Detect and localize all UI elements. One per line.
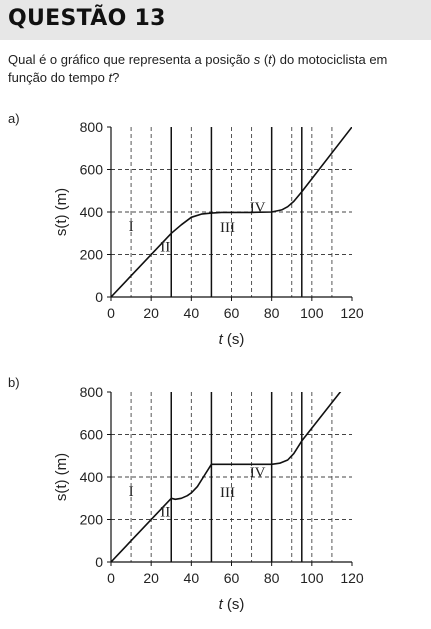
region-label: III — [220, 485, 235, 501]
x-tick-label: 100 — [300, 570, 324, 586]
option-b-chart[interactable]: 0 200 400 600 800 0 20 40 60 80 100 120 t (s) s(t) (m… — [0, 380, 431, 615]
question-text: Qual é o gráfico que representa a posiçã… — [8, 51, 428, 87]
region-label: II — [160, 504, 170, 520]
x-tick-label: 20 — [143, 570, 159, 586]
y-tick-label: 400 — [80, 469, 104, 485]
y-tick-label: 800 — [80, 384, 104, 400]
question-text-part: Qual é o gráfico que representa a posiçã… — [8, 52, 254, 67]
x-tick-label: 60 — [224, 305, 240, 321]
x-axis-label: t (s) — [219, 596, 245, 613]
x-tick-label: 40 — [184, 570, 200, 586]
x-tick-label: 0 — [107, 305, 115, 321]
y-axis-label: s(t) (m) — [53, 188, 70, 236]
region-label: IV — [250, 465, 266, 481]
x-tick-label: 120 — [340, 305, 364, 321]
option-a-chart[interactable]: 0 200 400 600 800 0 20 40 60 80 100 120 t (s) s(t) (m… — [0, 115, 431, 350]
y-tick-label: 0 — [95, 554, 103, 570]
x-tick-label: 20 — [143, 305, 159, 321]
position-curve — [111, 127, 352, 297]
question-text-part: ) do motociclista em função do tempo — [8, 52, 388, 85]
y-tick-label: 800 — [80, 119, 104, 135]
question-title: QUESTÃO 13 — [8, 6, 166, 31]
region-label: I — [129, 484, 134, 500]
y-axis-label: s(t) (m) — [53, 453, 70, 501]
y-tick-label: 200 — [80, 512, 104, 528]
region-label: III — [220, 220, 235, 236]
y-tick-label: 0 — [95, 289, 103, 305]
option-b-label[interactable]: b) — [8, 375, 20, 390]
x-tick-label: 100 — [300, 305, 324, 321]
x-axis-variable: t — [219, 331, 224, 348]
variable-s: s — [253, 52, 261, 67]
question-text-part: ? — [112, 70, 120, 85]
region-label: I — [129, 219, 134, 235]
option-a-label[interactable]: a) — [8, 111, 20, 126]
question-header-bar — [0, 0, 431, 40]
variable-t: t — [268, 52, 272, 67]
y-tick-label: 600 — [80, 162, 104, 178]
y-tick-label: 600 — [80, 427, 104, 443]
x-axis-unit: (s) — [223, 331, 245, 348]
region-label: II — [160, 239, 170, 255]
position-curve — [111, 392, 342, 562]
x-axis-label: t (s) — [219, 331, 245, 348]
x-tick-label: 80 — [264, 305, 280, 321]
question-text-part: ( — [260, 52, 269, 67]
y-tick-label: 400 — [80, 204, 104, 220]
x-axis-unit: (s) — [223, 596, 245, 613]
region-label: IV — [250, 200, 266, 216]
x-tick-label: 40 — [184, 305, 200, 321]
x-tick-label: 60 — [224, 570, 240, 586]
x-tick-label: 80 — [264, 570, 280, 586]
x-axis-variable: t — [219, 596, 224, 613]
x-tick-label: 120 — [340, 570, 364, 586]
x-tick-label: 0 — [107, 570, 115, 586]
y-tick-label: 200 — [80, 247, 104, 263]
variable-t: t — [108, 70, 113, 85]
